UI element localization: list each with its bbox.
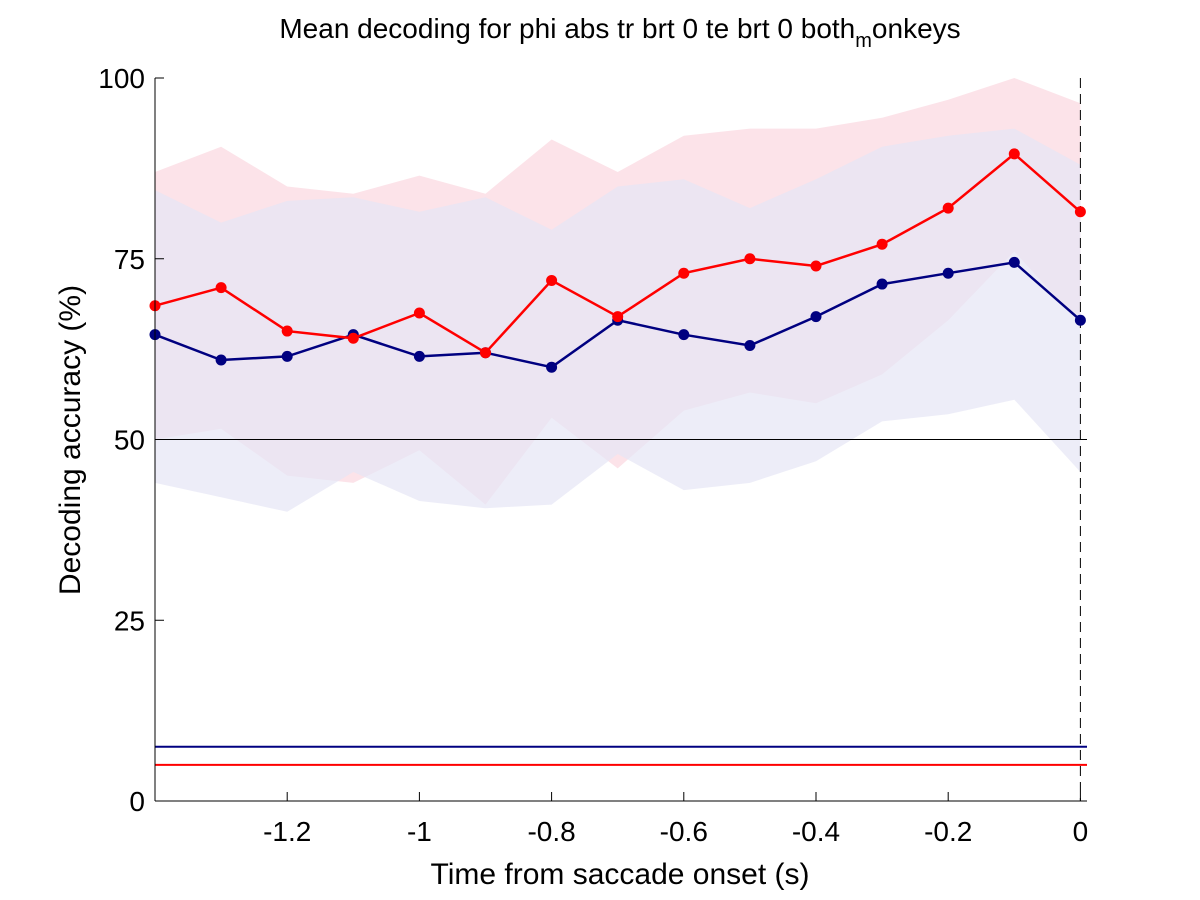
x-tick-label: 0 bbox=[1073, 816, 1089, 847]
series-1-point bbox=[215, 282, 227, 294]
series-1-point bbox=[678, 267, 690, 279]
series-2-point bbox=[1074, 314, 1086, 326]
series-1-point bbox=[546, 274, 558, 286]
y-tick-label: 75 bbox=[114, 244, 145, 275]
x-tick-label: -1.2 bbox=[263, 816, 311, 847]
series-1-point bbox=[347, 332, 359, 344]
x-axis-label: Time from saccade onset (s) bbox=[431, 858, 810, 891]
x-tick-label: -0.2 bbox=[924, 816, 972, 847]
x-tick-label: -0.8 bbox=[527, 816, 575, 847]
series-2-point bbox=[1008, 256, 1020, 268]
y-tick-label: 25 bbox=[114, 605, 145, 636]
series-2-point bbox=[281, 350, 293, 362]
chart-title-suffix: onkeys bbox=[872, 13, 961, 44]
series-1-point bbox=[612, 311, 624, 323]
series-2-point bbox=[546, 361, 558, 373]
series-2-point bbox=[810, 311, 822, 323]
series-2-point bbox=[678, 329, 690, 341]
series-1-point bbox=[942, 202, 954, 214]
series-1-point bbox=[479, 347, 491, 359]
series-1-point bbox=[413, 307, 425, 319]
chart-title-subscript: m bbox=[855, 30, 872, 52]
series-1-point bbox=[281, 325, 293, 337]
x-tick-label: -1 bbox=[407, 816, 432, 847]
series-2-point bbox=[876, 278, 888, 290]
chart-title-main: Mean decoding for phi abs tr brt 0 te br… bbox=[279, 13, 855, 44]
y-tick-label: 0 bbox=[129, 786, 145, 817]
axes: 0 25 50 75 100 -1.2 -1 -0.8 -0.6 -0.4 -0.2 0 bbox=[98, 63, 1088, 847]
series-1-point bbox=[1074, 206, 1086, 218]
x-tick-label: -0.4 bbox=[792, 816, 840, 847]
x-tick-label: -0.6 bbox=[660, 816, 708, 847]
reference-lines bbox=[155, 78, 1087, 801]
y-tick-label: 100 bbox=[98, 63, 145, 94]
series-1-point bbox=[876, 238, 888, 250]
series-2-point bbox=[942, 267, 954, 279]
series-lines bbox=[149, 148, 1086, 373]
chart-title: Mean decoding for phi abs tr brt 0 te br… bbox=[279, 13, 960, 52]
series-1-point bbox=[810, 260, 822, 272]
series-2-point bbox=[413, 350, 425, 362]
series-1-point bbox=[744, 253, 756, 265]
y-axis-label: Decoding accuracy (%) bbox=[54, 285, 87, 595]
series-2-point bbox=[744, 340, 756, 352]
y-tick-label: 50 bbox=[114, 425, 145, 456]
series-2-point bbox=[215, 354, 227, 366]
series-1-point bbox=[1008, 148, 1020, 160]
